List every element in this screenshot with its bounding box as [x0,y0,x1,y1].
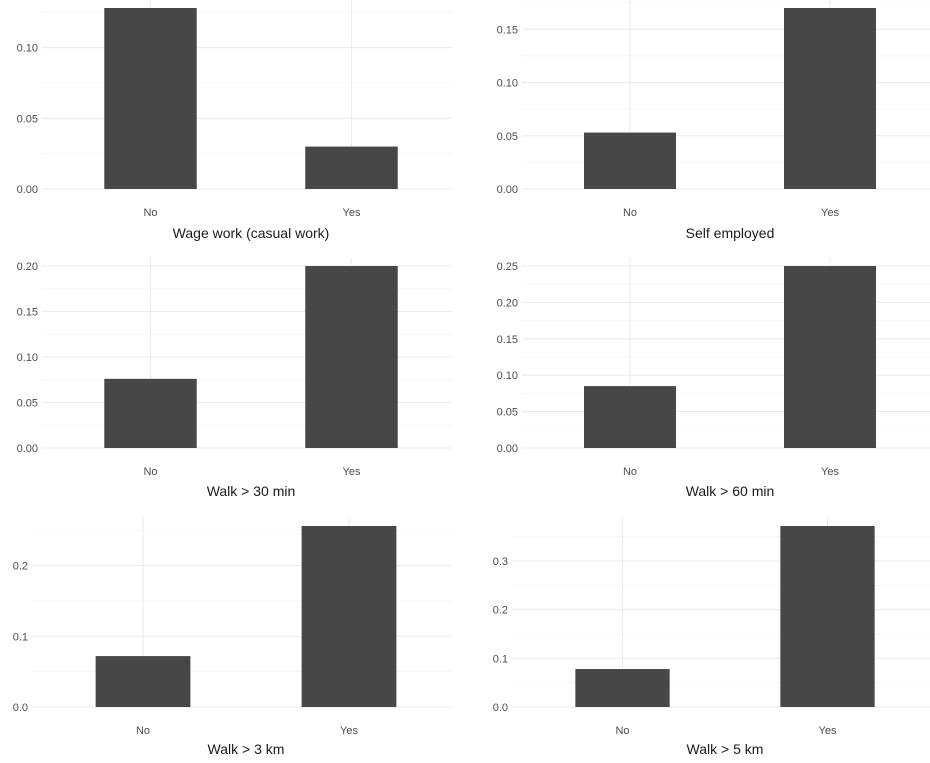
facet-panel-1: 0.00 0.05 0.10 No Yes Wage work (casual work) [17,0,452,241]
y-tick-label: 0.10 [497,370,518,382]
x-axis-title: Walk > 3 km [208,741,285,757]
y-tick-label: 0.00 [17,184,38,196]
x-axis-title: Walk > 30 min [207,483,296,499]
y-tick-label: 0.15 [497,334,518,346]
bar-no [95,656,191,707]
y-tick-label: 0.2 [493,605,508,617]
x-tick-label: Yes [340,725,358,737]
x-axis-title: Walk > 5 km [687,741,764,757]
x-tick-label: No [136,725,150,737]
y-tick-label: 0.0 [13,702,28,714]
x-tick-label: No [623,466,637,478]
x-tick-label: No [143,207,157,219]
y-tick-label: 0.05 [497,407,518,419]
y-tick-label: 0.10 [17,43,38,55]
facet-panel-4: 0.00 0.05 0.10 0.15 0.20 0.25 No Yes Walk > 60 m… [497,258,930,499]
bar-no [104,378,197,448]
bar-no [104,8,197,189]
bar-yes [784,266,876,448]
facet-panel-6: 0.0 0.1 0.2 0.3 No Yes Walk > 5 km [493,517,930,757]
y-tick-label: 0.15 [17,307,38,319]
x-axis-title: Wage work (casual work) [173,225,330,241]
y-tick-label: 0.25 [497,261,518,273]
x-axis-title: Walk > 60 min [686,483,775,499]
y-tick-label: 0.20 [497,297,518,309]
bar-yes [301,526,397,707]
y-tick-label: 0.05 [17,113,38,125]
facet-panel-2: 0.00 0.05 0.10 0.15 No Yes Self employed [497,0,930,241]
x-tick-label: Yes [343,207,361,219]
x-tick-label: Yes [819,725,837,737]
y-tick-label: 0.00 [497,184,518,196]
bar-yes [784,8,876,189]
bar-no [584,386,676,448]
x-tick-label: No [143,466,157,478]
x-axis-title: Self employed [686,225,775,241]
facet-panel-5: 0.0 0.1 0.2 No Yes Walk > 3 km [13,517,452,757]
y-tick-label: 0.2 [13,561,28,573]
y-tick-label: 0.1 [493,653,508,665]
y-tick-label: 0.20 [17,261,38,273]
x-tick-label: Yes [821,466,839,478]
x-tick-label: Yes [821,207,839,219]
y-tick-label: 0.0 [493,702,508,714]
x-tick-label: No [615,725,629,737]
y-tick-label: 0.05 [497,131,518,143]
y-tick-label: 0.15 [497,24,518,36]
bar-no [575,669,670,707]
y-tick-label: 0.3 [493,556,508,568]
y-tick-label: 0.00 [17,443,38,455]
bar-yes [305,266,398,448]
facet-panel-3: 0.00 0.05 0.10 0.15 0.20 No Yes Walk > 30 min [17,258,452,499]
y-tick-label: 0.10 [497,78,518,90]
y-tick-label: 0.10 [17,352,38,364]
x-tick-label: No [623,207,637,219]
bar-yes [780,526,875,707]
x-tick-label: Yes [343,466,361,478]
y-tick-label: 0.00 [497,443,518,455]
y-tick-label: 0.1 [13,631,28,643]
bar-no [584,132,676,189]
y-tick-label: 0.05 [17,398,38,410]
bar-yes [305,146,398,189]
